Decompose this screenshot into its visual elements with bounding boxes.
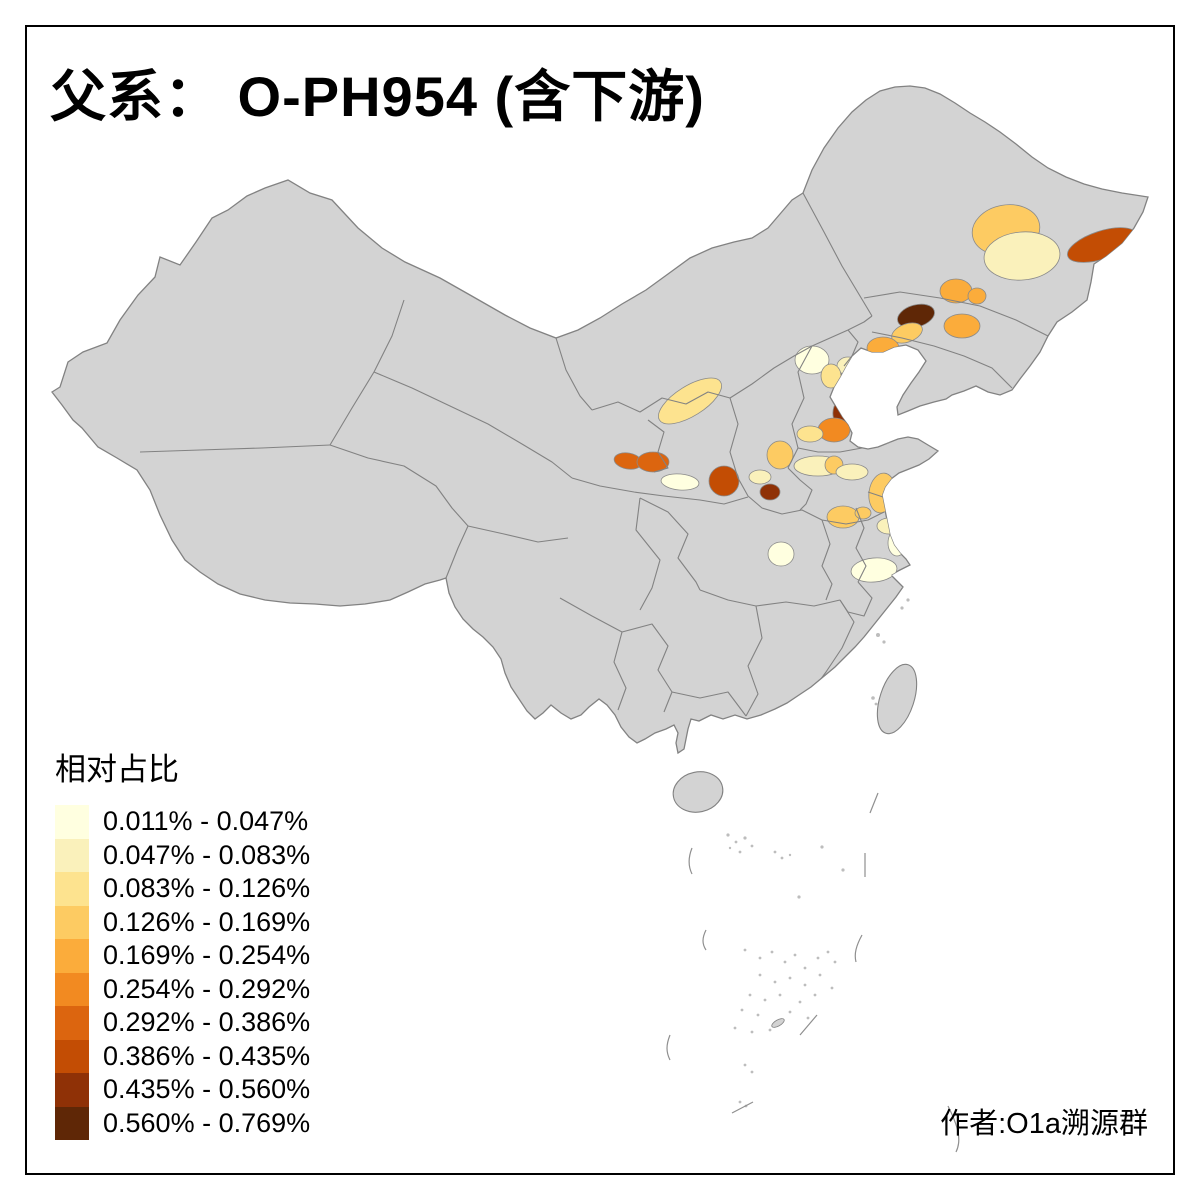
sea-islets (726, 598, 910, 1108)
legend-label: 0.386% - 0.435% (103, 1040, 311, 1071)
map-title: 父系： O-PH954 (含下游) (50, 65, 705, 128)
map-region (708, 465, 740, 497)
legend-swatch (55, 805, 89, 839)
legend-rows: 0.011% - 0.047% 0.047% - 0.083% 0.083% - 0… (55, 805, 310, 1140)
map-region (854, 506, 872, 520)
map-region (983, 231, 1061, 281)
legend-label: 0.126% - 0.169% (103, 906, 311, 937)
hainan-island (672, 771, 724, 813)
legend-label: 0.083% - 0.126% (103, 873, 311, 904)
legend-label: 0.292% - 0.386% (103, 1007, 311, 1038)
author-credit: 作者:O1a溯源群 (940, 1108, 1148, 1140)
legend-title: 相对占比 (55, 752, 179, 787)
legend-row: 0.126% - 0.169% (55, 905, 311, 939)
legend-swatch (55, 838, 89, 872)
legend-row: 0.047% - 0.083% (55, 838, 311, 872)
legend-label: 0.254% - 0.292% (103, 973, 311, 1004)
map-region (850, 557, 898, 583)
legend-row: 0.292% - 0.386% (55, 1006, 310, 1040)
legend-row: 0.560% - 0.769% (55, 1106, 311, 1140)
legend-row: 0.435% - 0.560% (55, 1073, 310, 1107)
legend-row: 0.254% - 0.292% (55, 972, 311, 1006)
mainland-landmass (51, 85, 1149, 754)
legend-label: 0.047% - 0.083% (103, 839, 311, 870)
map-region (887, 529, 907, 557)
legend-swatch (55, 872, 89, 906)
map-region (876, 517, 902, 535)
legend-swatch (55, 972, 89, 1006)
map-region (820, 363, 842, 389)
legend-swatch (55, 939, 89, 973)
legend-swatch (55, 1106, 89, 1140)
map-region (835, 463, 869, 481)
sea-dash-lines (666, 792, 960, 1153)
map-region (748, 469, 772, 485)
map-region (767, 541, 795, 567)
map-region (759, 483, 781, 501)
map-region (658, 377, 722, 425)
legend-row: 0.386% - 0.435% (55, 1039, 311, 1073)
legend-swatch (55, 1039, 89, 1073)
legend-row: 0.083% - 0.126% (55, 872, 310, 906)
legend-swatch (55, 1073, 89, 1107)
map-region (660, 473, 700, 491)
legend-label: 0.011% - 0.047% (103, 806, 309, 837)
map-region (826, 505, 860, 529)
map-region (943, 313, 981, 339)
map-region (967, 287, 987, 305)
taiwan-island (876, 663, 918, 735)
legend-row: 0.169% - 0.254% (55, 939, 310, 973)
legend-label: 0.169% - 0.254% (103, 940, 311, 971)
islands (672, 663, 918, 813)
legend-swatch (55, 905, 89, 939)
map-region (796, 425, 824, 443)
map-region (766, 440, 794, 470)
map-region (817, 417, 851, 443)
legend-swatch (55, 1006, 89, 1040)
legend-label: 0.560% - 0.769% (103, 1107, 311, 1138)
legend: 相对占比 0.011% - 0.047% 0.047% - 0.083% 0.083… (55, 744, 310, 1140)
legend-row: 0.011% - 0.047% (55, 805, 310, 839)
legend-label: 0.435% - 0.560% (103, 1074, 311, 1105)
map-region (866, 336, 900, 360)
province-borders (139, 192, 1049, 717)
